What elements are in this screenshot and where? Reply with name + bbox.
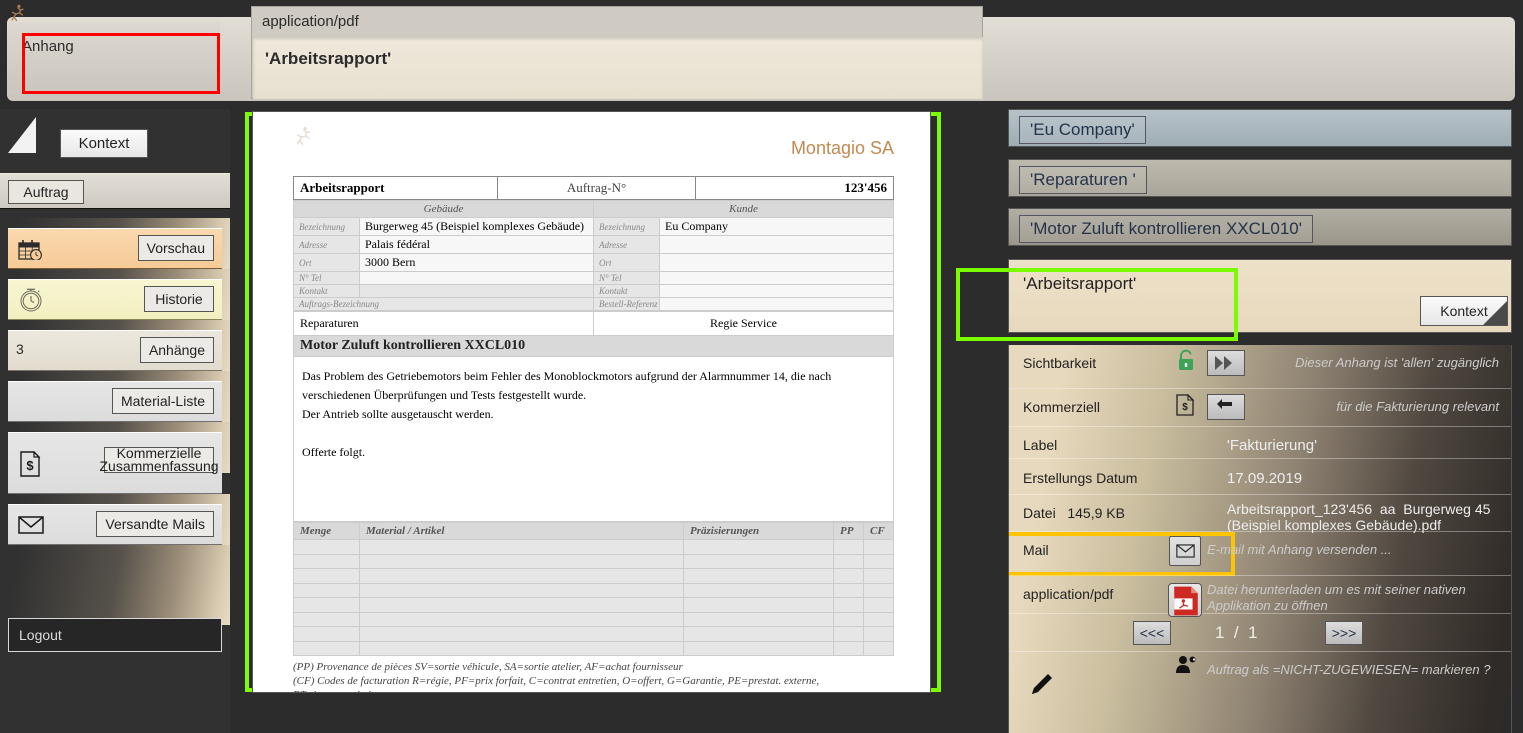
svg-text:$: $ — [26, 458, 34, 473]
svg-text:$: $ — [1182, 402, 1188, 413]
